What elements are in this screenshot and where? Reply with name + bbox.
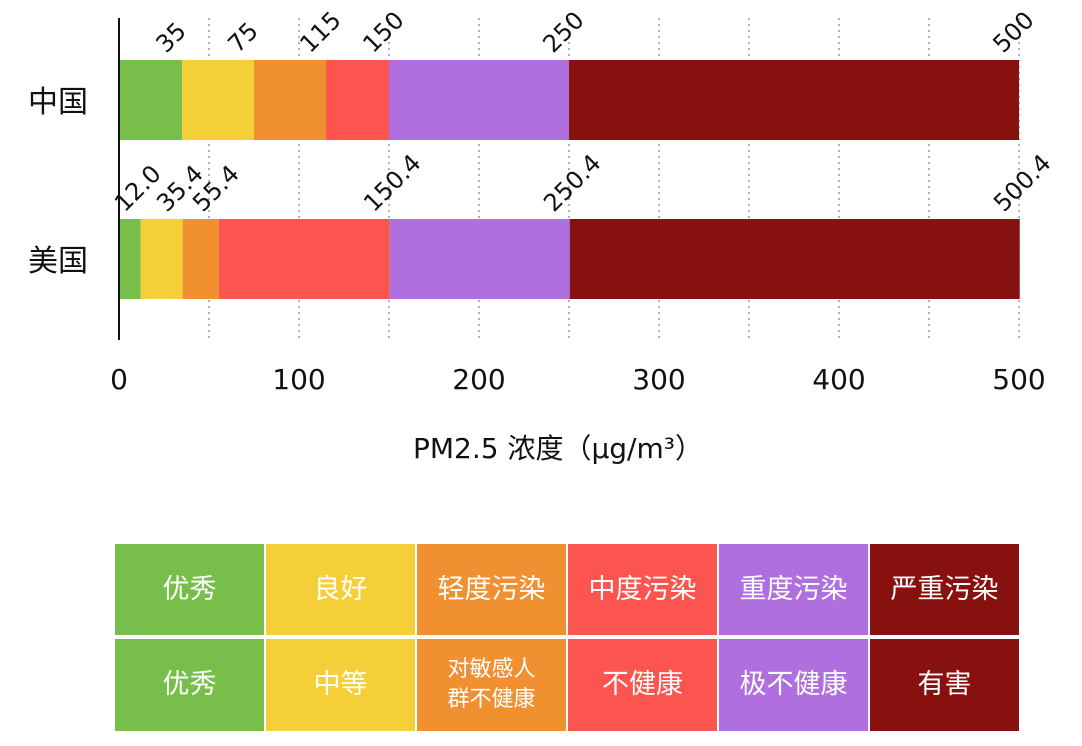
bar-segment	[119, 60, 182, 140]
x-tick-label: 300	[632, 363, 685, 396]
bar-segment	[569, 219, 1020, 299]
legend-cell-china: 严重污染	[870, 544, 1019, 635]
bar-segment	[389, 60, 569, 140]
bar-segment	[140, 219, 183, 299]
legend-table: 优秀 良好 轻度污染 中度污染 重度污染 严重污染 优秀 中等 对敏感人 群不健康 不健康 极不健康有…	[115, 544, 1019, 731]
x-tick-label: 500	[992, 363, 1045, 396]
legend-cell-china: 良好	[266, 544, 415, 635]
breakpoint-label: 500.4	[988, 149, 1056, 217]
x-tick-label: 0	[110, 363, 128, 396]
breakpoint-label: 12.0	[109, 160, 167, 218]
legend-cell-usa: 不健康	[568, 639, 717, 731]
legend-cell-usa: 极不健康	[719, 639, 868, 731]
bar-segment	[182, 219, 219, 299]
breakpoint-label: 35	[150, 17, 191, 58]
breakpoint-label: 75	[222, 17, 263, 58]
legend-cell-usa: 中等	[266, 639, 415, 731]
x-tick-label: 200	[452, 363, 505, 396]
bar-segment	[389, 219, 570, 299]
legend-cell-usa: 对敏感人 群不健康	[417, 639, 566, 731]
category-label: 美国	[28, 244, 88, 279]
legend-cell-china: 中度污染	[568, 544, 717, 635]
breakpoint-label: 150.4	[358, 149, 426, 217]
legend-cell-china: 优秀	[115, 544, 264, 635]
breakpoint-label: 250	[537, 6, 589, 58]
legend-cell-china: 轻度污染	[417, 544, 566, 635]
x-axis-label: PM2.5 浓度（μg/m³）	[413, 432, 703, 465]
legend-cell-usa: 优秀	[115, 639, 264, 731]
bar-segment	[119, 219, 141, 299]
bar-segment	[569, 60, 1019, 140]
bar-segment	[254, 60, 326, 140]
breakpoint-label: 250.4	[538, 149, 606, 217]
breakpoint-label: 500	[987, 6, 1039, 58]
bar-segment	[182, 60, 254, 140]
x-tick-label: 400	[812, 363, 865, 396]
x-tick-label: 100	[272, 363, 325, 396]
bar-segment	[326, 60, 389, 140]
bar-segment	[218, 219, 390, 299]
legend-cell-usa: 有害	[870, 639, 1019, 731]
legend-cell-china: 重度污染	[719, 544, 868, 635]
breakpoint-label: 115	[294, 6, 346, 58]
breakpoint-label: 150	[357, 6, 409, 58]
category-label: 中国	[28, 85, 88, 120]
